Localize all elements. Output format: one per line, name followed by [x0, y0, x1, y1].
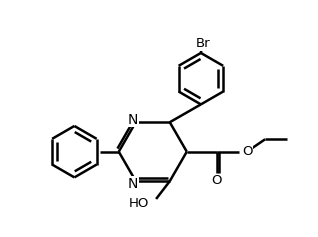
Text: N: N — [128, 177, 138, 191]
Text: N: N — [128, 113, 138, 127]
Text: O: O — [242, 145, 252, 158]
Text: Br: Br — [196, 37, 210, 50]
Text: O: O — [211, 174, 222, 187]
Text: HO: HO — [129, 197, 149, 210]
